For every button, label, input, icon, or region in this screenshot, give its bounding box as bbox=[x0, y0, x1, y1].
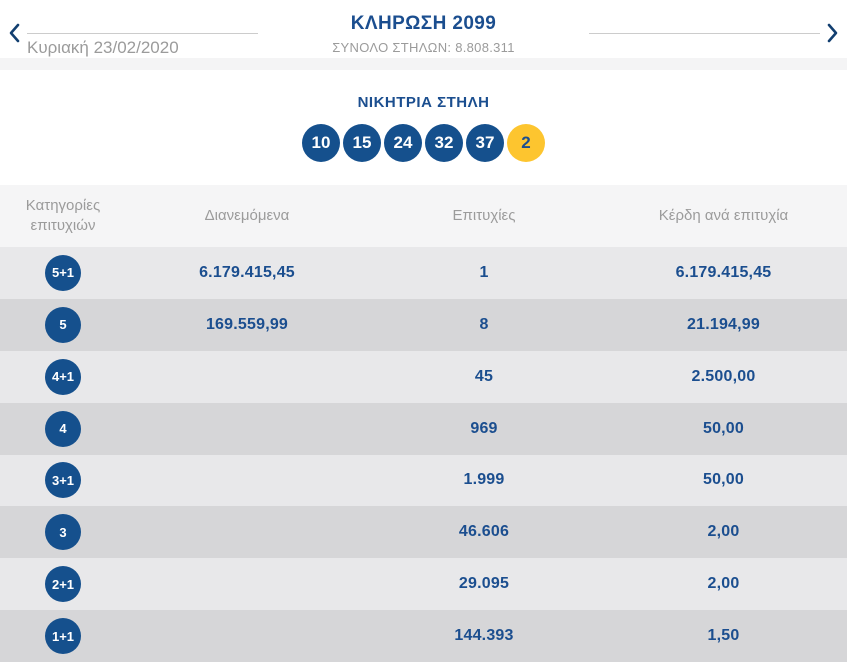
category-cell: 4+1 bbox=[0, 358, 126, 395]
column-header-category: Κατηγορίες επιτυχιών bbox=[25, 196, 101, 234]
prize-cell: 21.194,99 bbox=[687, 315, 760, 333]
category-badge: 3+1 bbox=[45, 462, 81, 499]
winners-cell: 1.999 bbox=[463, 471, 505, 489]
prize-cell: 1,50 bbox=[707, 627, 740, 645]
prize-cell: 2,00 bbox=[707, 523, 740, 541]
table-row: 1+1 144.393 1,50 bbox=[0, 610, 847, 662]
category-cell: 5+1 bbox=[0, 254, 126, 291]
winning-number-ball: 10 bbox=[302, 124, 340, 162]
chevron-right-icon bbox=[823, 22, 841, 44]
winners-cell: 45 bbox=[474, 367, 494, 385]
category-cell: 1+1 bbox=[0, 618, 126, 655]
draw-title: ΚΛΗΡΩΣΗ 2099 bbox=[350, 13, 497, 34]
winning-number-ball: 37 bbox=[466, 124, 504, 162]
winners-cell: 46.606 bbox=[458, 523, 510, 541]
winners-cell: 1 bbox=[479, 263, 489, 281]
next-draw-button[interactable] bbox=[819, 20, 845, 46]
winners-cell: 8 bbox=[479, 315, 489, 333]
prize-cell: 2.500,00 bbox=[691, 367, 756, 385]
category-cell: 3 bbox=[0, 514, 126, 551]
results-table: Κατηγορίες επιτυχιών Διανεμόμενα Επιτυχί… bbox=[0, 185, 847, 662]
winning-number-ball: 15 bbox=[343, 124, 381, 162]
chevron-left-icon bbox=[6, 22, 24, 44]
header-bottom-strip bbox=[0, 58, 847, 70]
prize-cell: 50,00 bbox=[702, 471, 745, 489]
draw-date: Κυριακή 23/02/2020 bbox=[27, 38, 179, 57]
winners-cell: 144.393 bbox=[454, 627, 514, 645]
table-row: 4+1 45 2.500,00 bbox=[0, 350, 847, 403]
column-header-winners: Επιτυχίες bbox=[452, 206, 516, 224]
winning-number-ball: 32 bbox=[425, 124, 463, 162]
table-row: 5+1 6.179.415,45 1 6.179.415,45 bbox=[0, 247, 847, 299]
winning-column-title: ΝΙΚΗΤΡΙΑ ΣΤΗΛΗ bbox=[357, 94, 490, 111]
prize-cell: 6.179.415,45 bbox=[675, 263, 772, 281]
winners-cell: 29.095 bbox=[458, 575, 510, 593]
category-cell: 2+1 bbox=[0, 566, 126, 603]
distributed-cell: 169.559,99 bbox=[205, 315, 289, 333]
category-cell: 3+1 bbox=[0, 462, 126, 499]
table-row: 3 46.606 2,00 bbox=[0, 506, 847, 559]
category-badge: 4 bbox=[45, 410, 81, 447]
table-row: 2+1 29.095 2,00 bbox=[0, 558, 847, 611]
table-row: 4 969 50,00 bbox=[0, 402, 847, 455]
category-badge: 2+1 bbox=[45, 566, 81, 603]
table-row: 3+1 1.999 50,00 bbox=[0, 454, 847, 507]
previous-draw-button[interactable] bbox=[2, 20, 28, 46]
results-table-body: 5+1 6.179.415,45 1 6.179.415,45 5 169.559,99 8… bbox=[0, 247, 847, 662]
winning-numbers-row: 10 15 24 32 37 2 bbox=[0, 124, 847, 162]
distributed-cell: 6.179.415,45 bbox=[199, 263, 295, 281]
table-row: 5 169.559,99 8 21.194,99 bbox=[0, 298, 847, 351]
header-divider-line-left bbox=[27, 33, 258, 34]
winning-column-section: ΝΙΚΗΤΡΙΑ ΣΤΗΛΗ 10 15 24 32 37 2 bbox=[0, 70, 847, 185]
column-header-distributed: Διανεμόμενα bbox=[204, 206, 290, 224]
winning-number-ball: 24 bbox=[384, 124, 422, 162]
results-table-header: Κατηγορίες επιτυχιών Διανεμόμενα Επιτυχί… bbox=[0, 185, 847, 247]
column-header-prize: Κέρδη ανά επιτυχία bbox=[658, 206, 789, 224]
joker-number-ball: 2 bbox=[507, 124, 545, 162]
category-badge: 3 bbox=[45, 514, 81, 551]
header-divider-line-right bbox=[589, 33, 820, 34]
draw-header: Κυριακή 23/02/2020 ΚΛΗΡΩΣΗ 2099 ΣΥΝΟΛΟ Σ… bbox=[0, 0, 847, 70]
category-badge: 5 bbox=[45, 306, 81, 343]
winners-cell: 969 bbox=[470, 419, 498, 437]
prize-cell: 50,00 bbox=[702, 419, 745, 437]
category-badge: 1+1 bbox=[45, 618, 81, 655]
category-cell: 5 bbox=[0, 306, 126, 343]
prize-cell: 2,00 bbox=[707, 575, 740, 593]
total-columns-label: ΣΥΝΟΛΟ ΣΤΗΛΩΝ: 8.808.311 bbox=[332, 40, 515, 55]
category-cell: 4 bbox=[0, 410, 126, 447]
category-badge: 4+1 bbox=[45, 358, 81, 395]
category-badge: 5+1 bbox=[45, 254, 81, 291]
